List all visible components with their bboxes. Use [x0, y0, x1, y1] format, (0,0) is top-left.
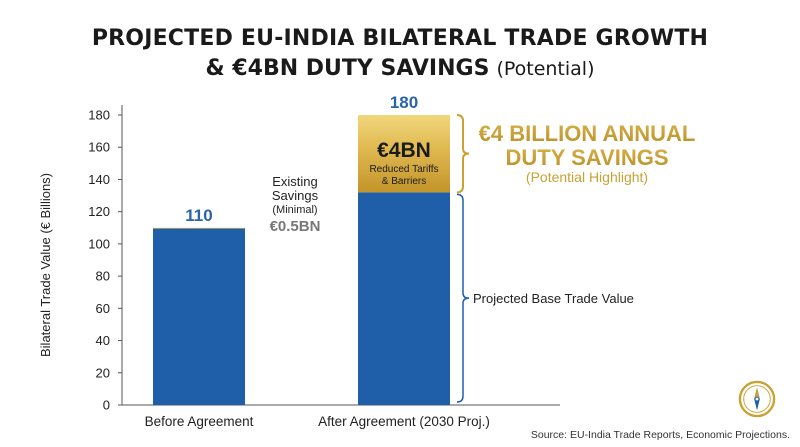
y-tick-label: 20	[96, 365, 110, 380]
x-tick-label: After Agreement (2030 Proj.)	[318, 414, 490, 429]
savings-brace	[456, 114, 470, 194]
source-note: Source: EU-India Trade Reports, Economic…	[530, 429, 790, 441]
highlight-sub: (Potential Highlight)	[526, 169, 648, 185]
title-line2-bold: & €4BN DUTY SAVINGS	[205, 56, 490, 81]
bar-base	[358, 192, 450, 405]
x-tick-label: Before Agreement	[145, 414, 254, 429]
title-line2-sub: (Potential)	[496, 58, 595, 80]
y-tick-label: 100	[88, 236, 110, 251]
bar-total-label: 180	[390, 93, 418, 112]
y-tick-label: 40	[96, 333, 110, 348]
y-tick-label: 160	[88, 140, 110, 155]
existing-savings-label: Existing	[272, 174, 318, 189]
title-line2: & €4BN DUTY SAVINGS (Potential)	[0, 54, 800, 84]
y-tick-label: 140	[88, 172, 110, 187]
y-tick-label: 180	[88, 108, 110, 123]
y-tick-label: 80	[96, 269, 110, 284]
compass-icon	[738, 380, 776, 418]
bar-savings	[153, 227, 245, 229]
savings-bar-sub: Reduced Tariffs	[369, 164, 438, 175]
bar-savings	[358, 115, 450, 193]
savings-bar-sub: & Barriers	[382, 176, 426, 187]
title-line1: PROJECTED EU-INDIA BILATERAL TRADE GROWT…	[91, 26, 709, 51]
base-brace	[456, 193, 470, 403]
bar-total-label: 110	[185, 206, 212, 225]
bar-base	[153, 228, 245, 405]
highlight-line1: €4 BILLION ANNUAL	[479, 121, 696, 146]
y-tick-label: 60	[96, 301, 110, 316]
savings-bar-value: €4BN	[377, 139, 431, 162]
existing-savings-label: (Minimal)	[272, 204, 317, 216]
existing-savings-label: Savings	[272, 188, 319, 203]
existing-savings-value: €0.5BN	[270, 218, 321, 235]
highlight-line2: DUTY SAVINGS	[506, 145, 669, 170]
chart-title: PROJECTED EU-INDIA BILATERAL TRADE GROWT…	[0, 24, 800, 84]
y-tick-label: 120	[88, 204, 110, 219]
y-axis-label: Bilateral Trade Value (€ Billions)	[38, 173, 53, 357]
y-tick-label: 0	[103, 398, 110, 413]
base-label: Projected Base Trade Value	[473, 291, 634, 306]
